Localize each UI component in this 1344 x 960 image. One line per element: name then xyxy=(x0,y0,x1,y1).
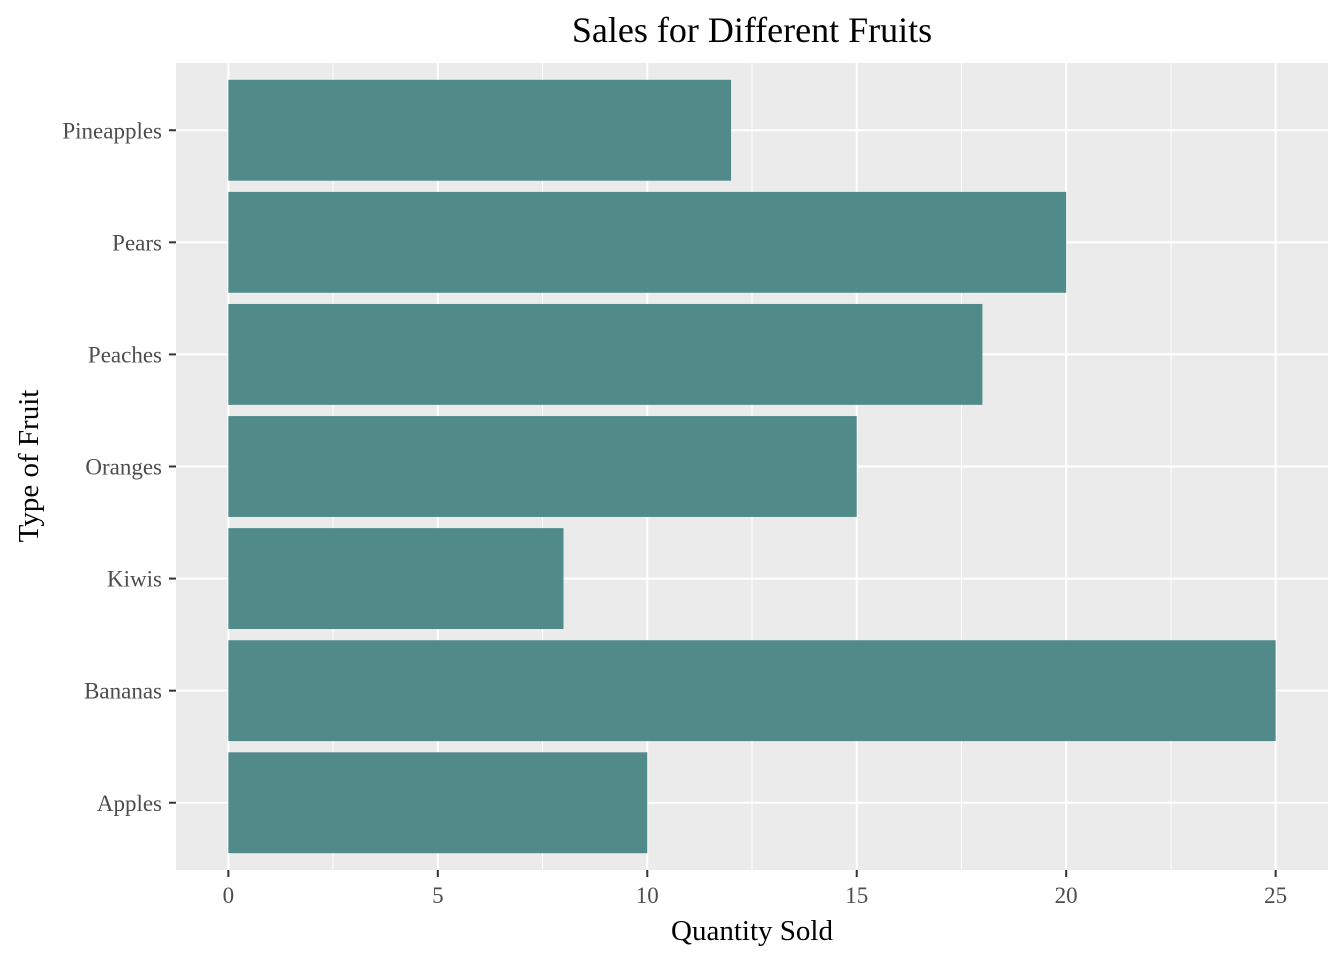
bar-apples xyxy=(228,752,648,854)
bar-oranges xyxy=(228,416,857,517)
y-tick-label: Bananas xyxy=(84,679,162,704)
x-tick-label: 15 xyxy=(845,883,868,908)
x-tick-label: 20 xyxy=(1055,883,1078,908)
x-tick-label: 5 xyxy=(432,883,444,908)
bar-pineapples xyxy=(228,79,732,181)
x-tick-label: 10 xyxy=(636,883,659,908)
y-axis-title: Type of Fruit xyxy=(13,390,45,543)
x-axis-title: Quantity Sold xyxy=(671,915,833,947)
y-axis-ticks: Apples Bananas Kiwis Oranges Peaches Pears Pin… xyxy=(62,118,176,816)
chart-title: Sales for Different Fruits xyxy=(572,10,932,50)
bar-peaches xyxy=(228,303,983,405)
bar-kiwis xyxy=(228,528,564,630)
y-tick-label: Pineapples xyxy=(62,118,162,143)
y-tick-label: Pears xyxy=(112,230,162,255)
y-tick-label: Kiwis xyxy=(107,567,162,592)
x-axis-ticks: 0 5 10 15 20 25 xyxy=(223,870,1287,908)
y-tick-label: Apples xyxy=(97,791,162,816)
bars xyxy=(228,79,1276,854)
x-tick-label: 25 xyxy=(1264,883,1287,908)
bar-pears xyxy=(228,191,1067,293)
x-tick-label: 0 xyxy=(223,883,235,908)
y-tick-label: Peaches xyxy=(88,342,162,367)
y-tick-label: Oranges xyxy=(85,455,162,480)
bar-bananas xyxy=(228,640,1276,742)
